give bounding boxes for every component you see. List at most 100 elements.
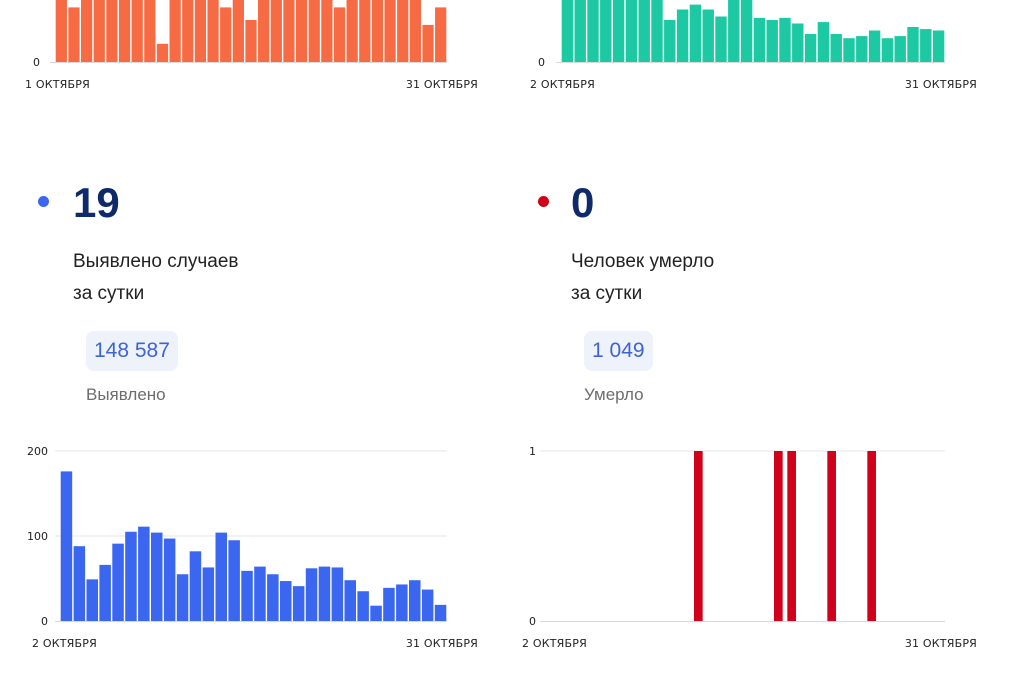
deaths-dot-icon bbox=[538, 196, 549, 207]
deaths-daily-value: 0 bbox=[571, 179, 595, 226]
bar bbox=[370, 605, 382, 621]
bar bbox=[163, 538, 176, 621]
x-start-label: 2 ОКТЯБРЯ bbox=[522, 637, 587, 650]
bar bbox=[295, 0, 308, 62]
bar bbox=[305, 568, 318, 621]
bar bbox=[384, 0, 396, 62]
bar bbox=[434, 604, 447, 621]
y-tick-label: 200 bbox=[27, 445, 48, 458]
bar bbox=[421, 589, 434, 621]
bar bbox=[131, 0, 143, 62]
deaths-label-line2: за сутки bbox=[571, 283, 643, 304]
bar bbox=[68, 7, 80, 62]
bar bbox=[396, 584, 408, 621]
bar bbox=[283, 0, 295, 62]
cases-label-line2: за сутки bbox=[73, 283, 145, 304]
bar bbox=[664, 20, 676, 62]
bar bbox=[267, 574, 279, 621]
bar bbox=[932, 30, 945, 62]
bar bbox=[804, 34, 817, 62]
bar bbox=[99, 564, 111, 621]
cases-total-label: Выявлено bbox=[86, 385, 166, 404]
bar bbox=[766, 20, 778, 62]
bar bbox=[93, 0, 105, 62]
bar bbox=[881, 38, 894, 62]
x-end-label: 31 ОКТЯБРЯ bbox=[406, 78, 478, 91]
y-tick-label: 0 bbox=[41, 615, 48, 628]
bar bbox=[740, 0, 753, 62]
bar bbox=[397, 0, 409, 62]
y-tick-label: 1 bbox=[529, 445, 536, 458]
bar bbox=[694, 451, 703, 621]
bar bbox=[868, 30, 881, 62]
bar bbox=[106, 0, 118, 62]
bar bbox=[753, 17, 766, 62]
bar bbox=[625, 0, 638, 62]
bar bbox=[574, 0, 586, 62]
bar bbox=[144, 0, 156, 62]
bar bbox=[728, 0, 740, 62]
bar bbox=[843, 38, 855, 62]
bar bbox=[779, 17, 791, 62]
bar bbox=[435, 7, 447, 62]
bar bbox=[612, 0, 625, 62]
deaths-label-line1: Человек умерло bbox=[571, 251, 715, 272]
bar bbox=[422, 24, 434, 62]
bar bbox=[359, 0, 371, 62]
bar bbox=[112, 543, 124, 621]
x-end-label: 31 ОКТЯБРЯ bbox=[905, 637, 977, 650]
bar bbox=[194, 0, 207, 62]
x-start-label: 2 ОКТЯБРЯ bbox=[530, 78, 595, 91]
bar bbox=[346, 0, 358, 62]
bar bbox=[258, 0, 270, 62]
deaths-total-label: Умерло bbox=[584, 385, 644, 404]
bar bbox=[202, 567, 215, 621]
y-tick-label: 100 bbox=[27, 530, 48, 543]
x-start-label: 1 ОКТЯБРЯ bbox=[25, 78, 90, 91]
bar bbox=[867, 451, 876, 621]
bar bbox=[151, 532, 163, 621]
bar bbox=[787, 451, 796, 621]
bar bbox=[409, 0, 422, 62]
bar bbox=[715, 16, 727, 62]
bar bbox=[561, 0, 574, 62]
bar bbox=[676, 9, 689, 62]
bar bbox=[241, 570, 253, 621]
bar bbox=[894, 36, 906, 62]
bar bbox=[232, 0, 244, 62]
bar bbox=[331, 567, 344, 621]
bar bbox=[817, 22, 830, 63]
bar bbox=[920, 29, 932, 63]
bar bbox=[86, 579, 98, 621]
bar bbox=[702, 9, 714, 62]
deaths-total-badge: 1 049 bbox=[584, 331, 653, 371]
bar bbox=[827, 451, 836, 621]
bar bbox=[138, 526, 150, 621]
bar bbox=[292, 586, 305, 621]
y-tick-label: 0 bbox=[529, 615, 536, 628]
bar bbox=[638, 0, 650, 62]
bar bbox=[220, 7, 232, 62]
cases-label-line1: Выявлено случаев bbox=[73, 251, 239, 272]
bar bbox=[254, 566, 266, 621]
bar bbox=[774, 451, 783, 621]
bar bbox=[55, 0, 67, 62]
bar bbox=[207, 0, 219, 62]
bar bbox=[344, 580, 356, 621]
cases-daily-value: 19 bbox=[73, 179, 120, 226]
x-start-label: 2 ОКТЯБРЯ bbox=[32, 637, 97, 650]
bar bbox=[409, 580, 421, 621]
bar bbox=[383, 587, 395, 621]
y-tick-label: 0 bbox=[33, 56, 40, 69]
y-tick-label: 0 bbox=[538, 56, 545, 69]
bar bbox=[80, 0, 93, 62]
bar bbox=[176, 574, 189, 621]
bar bbox=[308, 0, 320, 62]
bar bbox=[357, 591, 369, 621]
bar bbox=[215, 532, 227, 621]
bar bbox=[830, 34, 842, 62]
bar bbox=[333, 7, 346, 62]
